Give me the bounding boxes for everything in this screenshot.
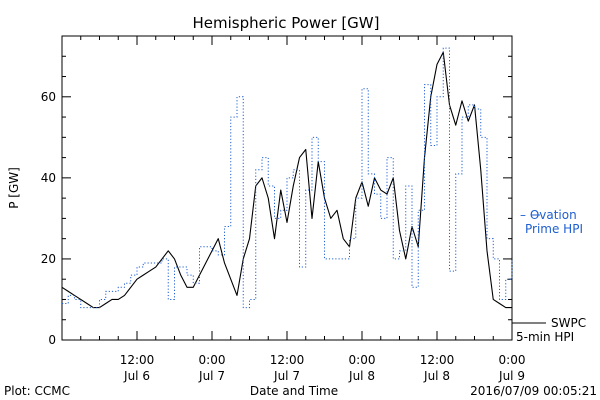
x-tick-time-3: 0:00 bbox=[349, 353, 376, 367]
x-tick-time-0: 12:00 bbox=[120, 353, 155, 367]
x-tick-time-4: 12:00 bbox=[420, 353, 455, 367]
legend-swpc-line2: 5-min HPI bbox=[516, 330, 574, 344]
x-tick-date-4: Jul 8 bbox=[423, 369, 450, 383]
x-tick-date-2: Jul 7 bbox=[273, 369, 300, 383]
legend: – Ovation Prime HPI SWPC 5-min HPI bbox=[512, 208, 586, 344]
x-tick-date-1: Jul 7 bbox=[198, 369, 225, 383]
x-tick-date-3: Jul 8 bbox=[348, 369, 375, 383]
series-layer bbox=[61, 47, 513, 309]
x-axis-label: Date and Time bbox=[250, 384, 338, 398]
x-tick-date-5: Jul 9 bbox=[498, 369, 525, 383]
y-axis-label: P [GW] bbox=[7, 167, 21, 209]
x-tick-time-1: 0:00 bbox=[199, 353, 226, 367]
y-tick-label-40: 40 bbox=[41, 171, 56, 185]
y-tick-label-0: 0 bbox=[48, 333, 56, 347]
chart-title: Hemispheric Power [GW] bbox=[193, 14, 380, 32]
y-tick-label-20: 20 bbox=[41, 252, 56, 266]
series-ovation-prime-line bbox=[62, 47, 513, 309]
y-axis: 0 20 40 60 bbox=[41, 55, 512, 347]
y-tick-label-60: 60 bbox=[41, 90, 56, 104]
series-swpc-line bbox=[61, 51, 512, 309]
legend-ovation-line2: Prime HPI bbox=[525, 222, 583, 236]
x-axis: 12:00 Jul 6 0:00 Jul 7 12:00 Jul 7 0:00 Jul 8 12… bbox=[80, 36, 526, 383]
x-tick-time-5: 0:00 bbox=[499, 353, 526, 367]
x-tick-time-2: 12:00 bbox=[270, 353, 305, 367]
legend-ovation-line1: – Ovation bbox=[520, 208, 577, 222]
x-tick-date-0: Jul 6 bbox=[123, 369, 150, 383]
legend-swpc-line1: SWPC bbox=[551, 316, 586, 330]
timestamp: 2016/07/09 00:05:21 bbox=[470, 384, 597, 398]
plot-credit: Plot: CCMC bbox=[4, 384, 70, 398]
